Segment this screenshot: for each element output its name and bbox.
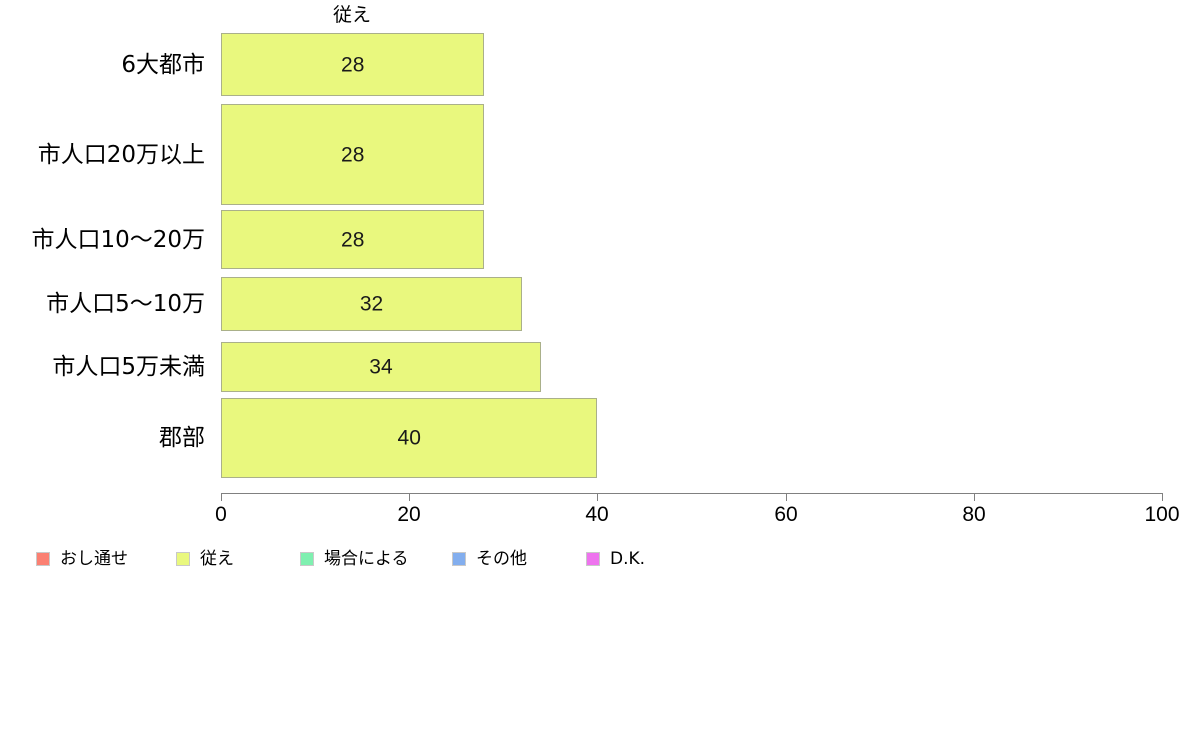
legend-label: おし通せ — [60, 549, 128, 569]
category-label: 郡部 — [0, 425, 213, 451]
legend-color-swatch — [586, 552, 600, 566]
bar-segment[interactable] — [221, 33, 485, 96]
x-axis-tick — [786, 493, 787, 501]
legend-item[interactable]: D.K. — [586, 546, 645, 572]
bar-value-label: 40 — [397, 426, 421, 450]
bar-value-label: 34 — [369, 355, 393, 379]
bar-row: 34 — [221, 342, 1162, 392]
category-label: 6大都市 — [0, 52, 213, 78]
bar-value-label: 28 — [341, 53, 365, 76]
x-axis-tick — [974, 493, 975, 501]
legend-item[interactable]: おし通せ — [36, 546, 128, 572]
bar-segment[interactable] — [221, 398, 598, 478]
bar-row: 28 — [221, 104, 1162, 205]
category-label-text: 市人口10〜20万 — [31, 226, 205, 253]
x-axis-tick-label: 100 — [1144, 503, 1180, 526]
legend-label: 従え — [200, 549, 234, 569]
category-label-text: 市人口5〜10万 — [46, 291, 205, 317]
category-label-text: 市人口5万未満 — [52, 354, 205, 380]
x-axis-tick-label: 0 — [215, 503, 227, 526]
legend-label: その他 — [476, 549, 527, 569]
x-axis-tick-label: 60 — [774, 503, 798, 526]
category-label-text: 6大都市 — [121, 51, 205, 78]
legend-label: 場合による — [324, 549, 409, 569]
bar-row: 28 — [221, 210, 1162, 269]
legend-item[interactable]: 場合による — [300, 546, 409, 572]
x-axis-line — [221, 493, 1162, 494]
legend-color-swatch — [452, 552, 466, 566]
bar-value-label: 28 — [341, 228, 365, 251]
bar-row: 40 — [221, 398, 1162, 478]
bar-value-label: 28 — [341, 143, 365, 166]
category-label: 市人口10〜20万 — [0, 227, 213, 253]
x-axis-tick-label: 40 — [585, 503, 609, 526]
x-axis-tick — [221, 493, 222, 501]
x-axis-tick — [409, 493, 410, 501]
category-label: 市人口5〜10万 — [0, 291, 213, 317]
x-axis-tick-label: 20 — [397, 503, 421, 526]
legend-color-swatch — [300, 552, 314, 566]
bar-value-label: 32 — [359, 292, 384, 316]
x-axis-tick — [597, 493, 598, 501]
x-axis-tick-label: 80 — [962, 503, 986, 526]
legend-color-swatch — [36, 552, 50, 566]
bar-segment[interactable] — [221, 342, 541, 392]
legend-label: D.K. — [610, 549, 646, 569]
bar-row: 28 — [221, 33, 1162, 96]
category-label: 市人口20万以上 — [0, 142, 213, 168]
legend-color-swatch — [176, 552, 190, 566]
category-label: 市人口5万未満 — [0, 354, 213, 380]
legend-item[interactable]: その他 — [452, 546, 527, 572]
bar-row: 32 — [221, 277, 1162, 331]
category-label-text: 市人口20万以上 — [37, 141, 205, 168]
bar-segment[interactable] — [221, 277, 523, 331]
x-axis-tick — [1162, 493, 1163, 501]
legend-item[interactable]: 従え — [176, 546, 234, 572]
bar-segment[interactable] — [221, 210, 485, 269]
chart-title: 従え — [332, 5, 371, 26]
category-label-text: 郡部 — [159, 425, 205, 451]
plot-area: 28 28 28 32 34 40 — [221, 30, 1162, 493]
bar-segment[interactable] — [221, 104, 485, 205]
